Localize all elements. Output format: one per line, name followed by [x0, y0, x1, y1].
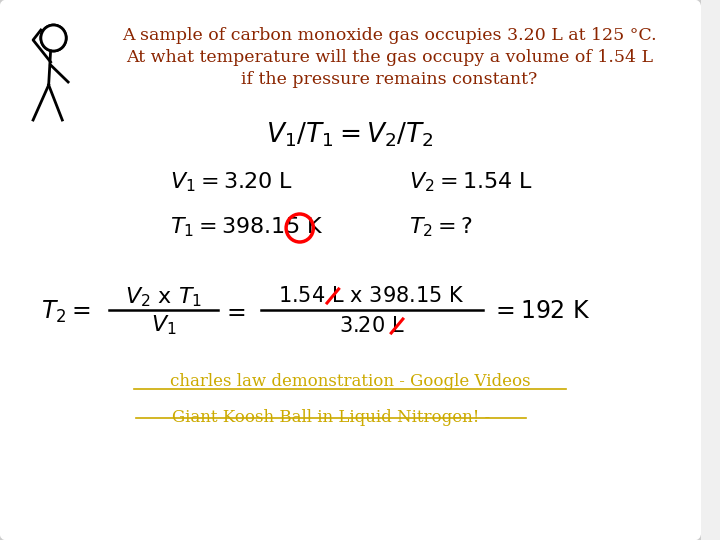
- Text: $T_1 = 398.15\ \mathrm{K}$: $T_1 = 398.15\ \mathrm{K}$: [171, 215, 324, 239]
- Text: charles law demonstration - Google Videos: charles law demonstration - Google Video…: [170, 374, 531, 390]
- Text: $V_1$: $V_1$: [150, 313, 176, 337]
- Circle shape: [41, 25, 66, 51]
- Circle shape: [41, 25, 66, 51]
- Text: A sample of carbon monoxide gas occupies 3.20 L at 125 °C.: A sample of carbon monoxide gas occupies…: [122, 26, 657, 44]
- Text: $T_2 = ?$: $T_2 = ?$: [409, 215, 472, 239]
- Text: $1.54\ \mathrm{L}\ \mathrm{x}\ 398.15\ \mathrm{K}$: $1.54\ \mathrm{L}\ \mathrm{x}\ 398.15\ \…: [279, 286, 465, 306]
- Text: Giant Koosh Ball in Liquid Nitrogen! -: Giant Koosh Ball in Liquid Nitrogen! -: [172, 409, 490, 427]
- Text: $= 192\ \mathrm{K}$: $= 192\ \mathrm{K}$: [492, 300, 591, 323]
- Text: $=$: $=$: [222, 300, 246, 323]
- Text: if the pressure remains constant?: if the pressure remains constant?: [241, 71, 537, 87]
- FancyBboxPatch shape: [0, 0, 703, 540]
- Text: $3.20\ \mathrm{L}$: $3.20\ \mathrm{L}$: [339, 316, 405, 336]
- Text: $V_2\ \mathrm{x}\ T_1$: $V_2\ \mathrm{x}\ T_1$: [125, 285, 202, 309]
- Text: $V_1/T_1 = V_2/T_2$: $V_1/T_1 = V_2/T_2$: [266, 121, 434, 149]
- Text: $V_1 = 3.20\ \mathrm{L}$: $V_1 = 3.20\ \mathrm{L}$: [171, 170, 293, 194]
- Text: At what temperature will the gas occupy a volume of 1.54 L: At what temperature will the gas occupy …: [126, 49, 653, 65]
- Text: $V_2 = 1.54\ \mathrm{L}$: $V_2 = 1.54\ \mathrm{L}$: [409, 170, 533, 194]
- Text: $T_2 =$: $T_2 =$: [41, 299, 91, 325]
